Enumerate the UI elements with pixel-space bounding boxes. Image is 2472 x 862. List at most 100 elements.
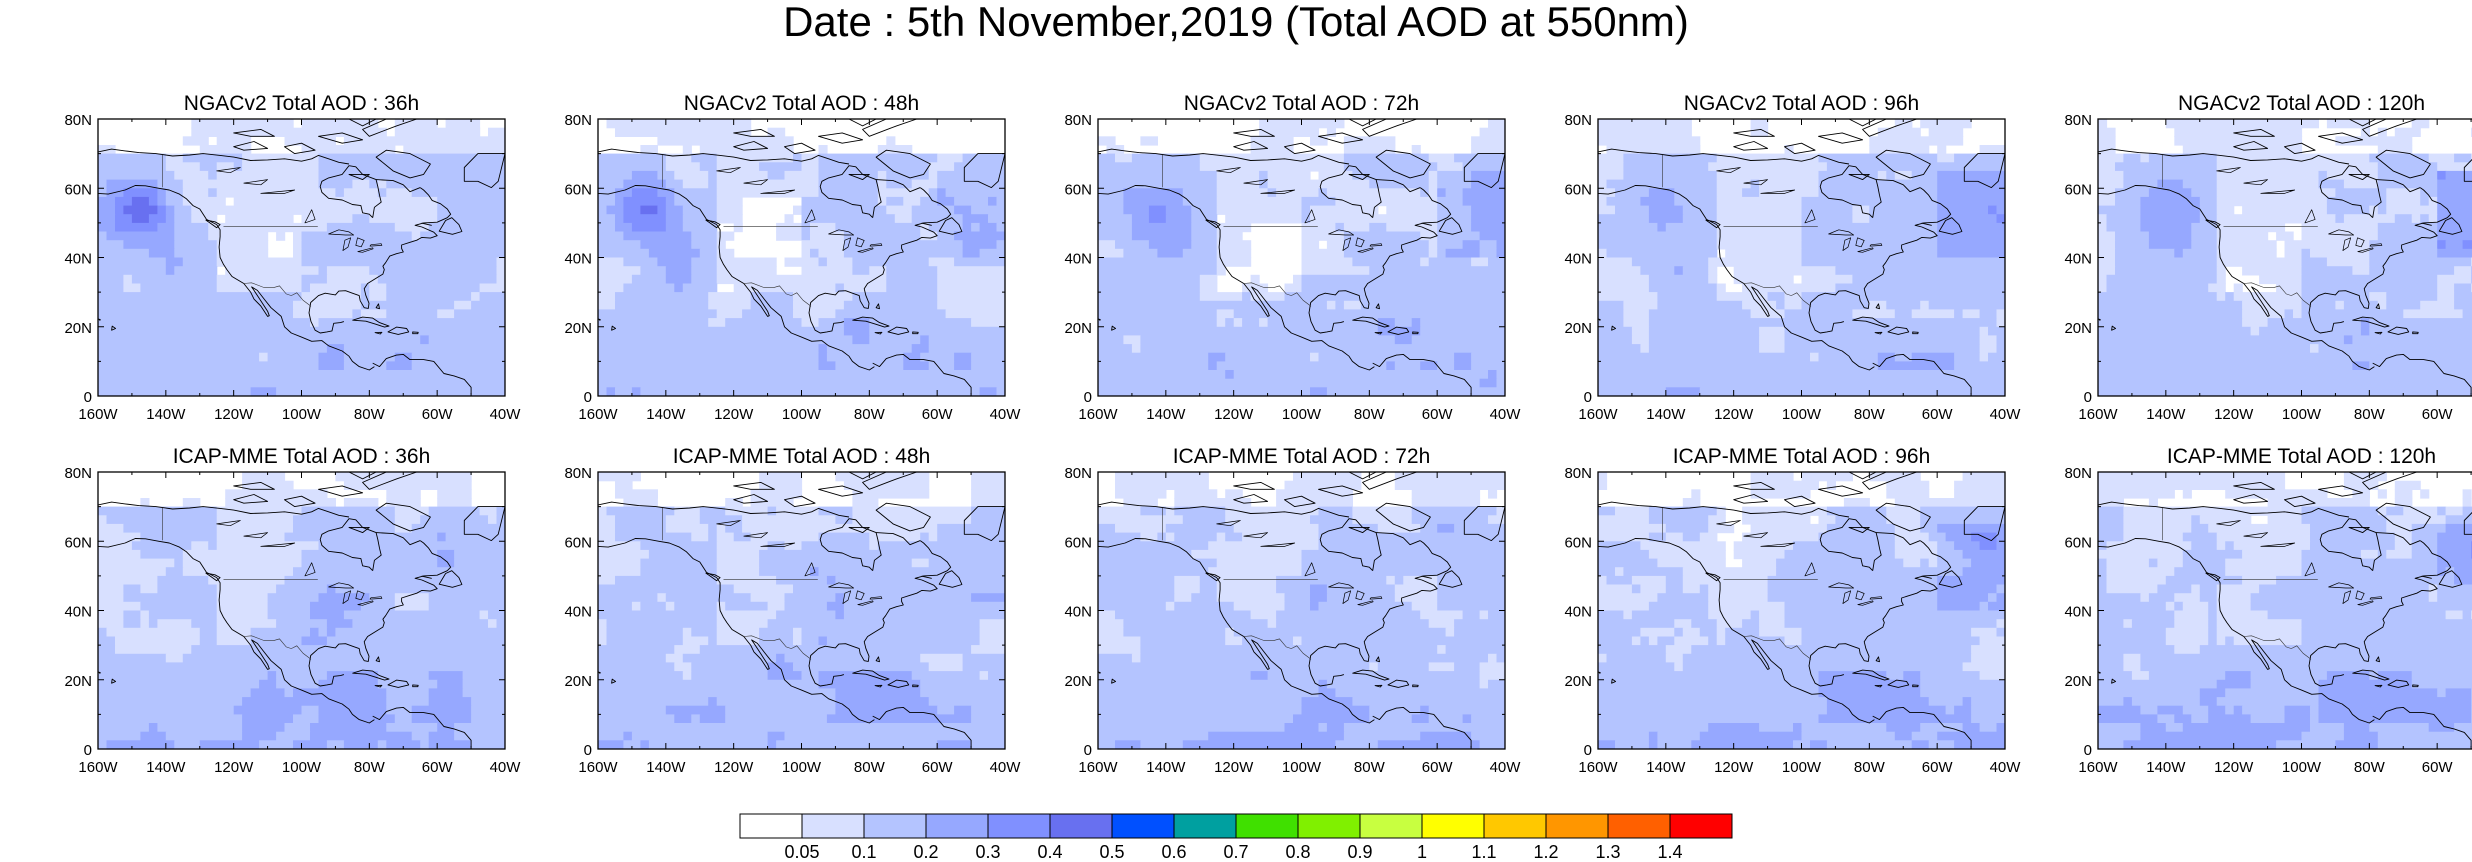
colorbar-label: 1.3 <box>1595 842 1620 862</box>
lon-tick-label: 80W <box>1354 406 1386 423</box>
lon-tick-label: 140W <box>646 406 686 423</box>
lat-tick-label: 60N <box>2064 181 2092 198</box>
panel-title: NGACv2 Total AOD : 120h <box>2177 92 2426 115</box>
coastlines <box>98 472 505 748</box>
axis-ticks <box>2097 471 2472 750</box>
coastlines <box>2098 119 2472 395</box>
coastlines <box>1098 119 1505 395</box>
colorbar-swatch <box>987 813 1051 839</box>
coastlines <box>2098 472 2472 748</box>
aod-field <box>2098 472 2472 749</box>
lon-tick-label: 60W <box>922 759 954 776</box>
lat-tick-label: 60N <box>64 534 92 551</box>
lat-tick-label: 20N <box>564 673 592 690</box>
aod-field <box>98 119 505 396</box>
lon-tick-label: 160W <box>578 759 618 776</box>
lat-tick-label: 40N <box>564 604 592 621</box>
axis-ticks <box>1597 118 2006 397</box>
map-panel: ICAP-MME Total AOD : 48h 0 20N 40N 60N 80N 160… <box>548 445 1048 776</box>
colorbar-label: 0.2 <box>913 842 938 862</box>
lon-tick-label: 140W <box>2146 406 2186 423</box>
aod-field <box>598 472 1005 749</box>
lat-tick-label: 40N <box>564 251 592 268</box>
colorbar-swatch <box>739 813 803 839</box>
panel-title: ICAP-MME Total AOD : 72h <box>1172 445 1431 468</box>
lon-tick-label: 60W <box>1422 759 1454 776</box>
lat-tick-label: 20N <box>64 320 92 337</box>
colorbar-label: 0.8 <box>1285 842 1310 862</box>
lat-tick-label: 0 <box>1084 742 1092 759</box>
colorbar-swatch <box>1545 813 1609 839</box>
lat-tick-label: 20N <box>1064 673 1092 690</box>
colorbar-label: 1 <box>1417 842 1427 862</box>
country-borders <box>162 508 318 660</box>
lon-tick-label: 40W <box>1990 406 2022 423</box>
map-panel: NGACv2 Total AOD : 96h 0 20N 40N 60N 80N 160W 1… <box>1548 92 2048 423</box>
lon-tick-label: 100W <box>282 759 322 776</box>
lon-tick-label: 160W <box>1078 759 1118 776</box>
lat-tick-label: 20N <box>2064 320 2092 337</box>
colorbar-label: 1.1 <box>1471 842 1496 862</box>
colorbar-label: 0.6 <box>1161 842 1186 862</box>
lon-tick-label: 80W <box>2354 759 2386 776</box>
panel-title: NGACv2 Total AOD : 72h <box>1183 92 1420 115</box>
axis-ticks <box>1097 118 1506 397</box>
country-borders <box>662 155 818 307</box>
lat-tick-label: 60N <box>564 181 592 198</box>
aod-field <box>1098 119 1505 396</box>
lat-tick-label: 40N <box>2064 604 2092 621</box>
lat-tick-label: 0 <box>584 389 592 406</box>
lon-tick-label: 140W <box>1646 759 1686 776</box>
lon-tick-label: 60W <box>1922 759 1954 776</box>
colorbar-swatch <box>1483 813 1547 839</box>
lat-tick-label: 0 <box>1584 389 1592 406</box>
aod-field <box>1598 119 2005 396</box>
lon-tick-label: 120W <box>2214 759 2254 776</box>
lon-tick-label: 160W <box>1578 406 1618 423</box>
colorbar-label: 1.4 <box>1657 842 1682 862</box>
aod-field <box>1098 472 1505 749</box>
lon-tick-label: 80W <box>854 406 886 423</box>
coastlines <box>1098 472 1505 748</box>
country-borders <box>1662 155 1818 307</box>
lat-tick-label: 0 <box>84 389 92 406</box>
lon-tick-label: 80W <box>854 759 886 776</box>
lon-tick-label: 80W <box>354 406 386 423</box>
lon-tick-label: 140W <box>1146 759 1186 776</box>
colorbar-label: 0.4 <box>1037 842 1062 862</box>
lat-tick-label: 0 <box>84 742 92 759</box>
axis-ticks <box>1097 471 1506 750</box>
lat-tick-label: 60N <box>564 534 592 551</box>
lat-tick-label: 60N <box>1064 181 1092 198</box>
lon-tick-label: 40W <box>1490 406 1522 423</box>
lon-tick-label: 140W <box>646 759 686 776</box>
lon-tick-label: 40W <box>1990 759 2022 776</box>
map-panel: NGACv2 Total AOD : 72h 0 20N 40N 60N 80N 160W 1… <box>1048 92 1548 423</box>
lat-tick-label: 0 <box>1084 389 1092 406</box>
lat-tick-label: 40N <box>2064 251 2092 268</box>
colorbar-swatch <box>1607 813 1671 839</box>
lon-tick-label: 140W <box>2146 759 2186 776</box>
lon-tick-label: 40W <box>990 406 1022 423</box>
lon-tick-label: 40W <box>490 759 522 776</box>
lat-tick-label: 40N <box>1064 604 1092 621</box>
lon-tick-label: 40W <box>990 759 1022 776</box>
lon-tick-label: 80W <box>1354 759 1386 776</box>
lon-tick-label: 80W <box>2354 406 2386 423</box>
lat-tick-label: 40N <box>1564 251 1592 268</box>
aod-field <box>98 472 505 749</box>
lon-tick-label: 120W <box>2214 406 2254 423</box>
country-borders <box>1162 508 1318 660</box>
lon-tick-label: 60W <box>2422 406 2454 423</box>
lat-tick-label: 20N <box>1564 673 1592 690</box>
lat-tick-label: 80N <box>1064 465 1092 482</box>
colorbar-swatch <box>1669 813 1733 839</box>
axis-ticks <box>97 118 506 397</box>
country-borders <box>662 508 818 660</box>
